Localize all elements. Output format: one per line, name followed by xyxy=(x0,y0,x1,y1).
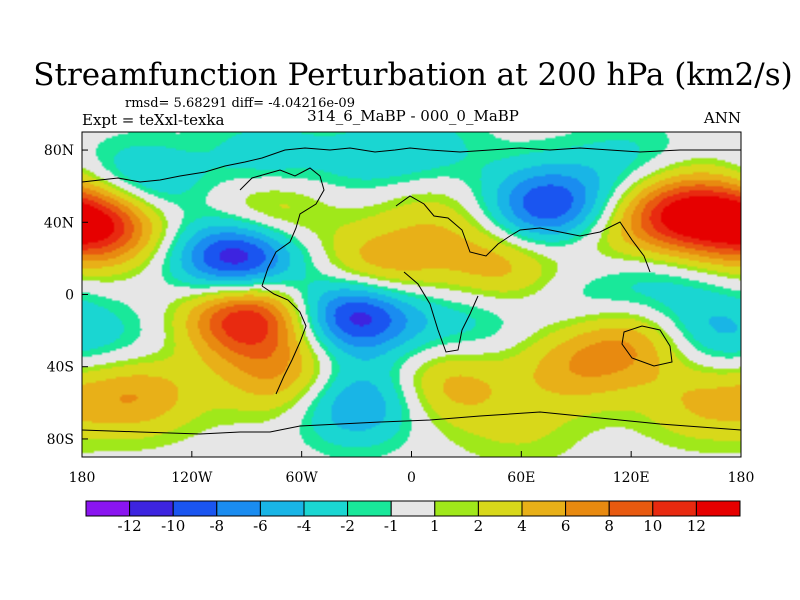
contour-field xyxy=(82,132,741,457)
colorbar-swatch xyxy=(303,500,349,517)
colorbar-swatch xyxy=(477,500,523,517)
colorbar-swatch xyxy=(129,500,174,517)
subtitle-right: ANN xyxy=(703,109,741,127)
colorbar-label: 6 xyxy=(561,517,571,535)
colorbar-swatch xyxy=(85,500,131,517)
y-tick-label: 0 xyxy=(65,288,74,304)
colorbar-label: -8 xyxy=(209,517,224,535)
colorbar-swatch xyxy=(390,500,436,517)
plot-area xyxy=(81,131,742,458)
colorbar-label: 12 xyxy=(687,517,706,535)
colorbar-swatch xyxy=(521,500,567,517)
colorbar-label: 2 xyxy=(474,517,484,535)
colorbar-label: -2 xyxy=(340,517,355,535)
colorbar-swatch xyxy=(172,500,218,517)
colorbar-swatch xyxy=(434,500,479,517)
subtitle-left: Expt = teXxl-texka xyxy=(82,111,225,129)
colorbar: -12 -10 -8 -6 -4 -2 -1 1 2 4 6 8 10 12 xyxy=(85,500,741,535)
colorbar-label: -6 xyxy=(253,517,268,535)
colorbar-label: -10 xyxy=(161,517,185,535)
y-tick-label: 80N xyxy=(44,143,74,159)
x-tick-label: 120W xyxy=(171,470,213,486)
colorbar-swatch xyxy=(608,500,654,517)
subtitle-center: 314_6_MaBP - 000_0_MaBP xyxy=(307,107,519,125)
colorbar-swatch xyxy=(565,500,610,517)
colorbar-label: 10 xyxy=(643,517,662,535)
y-tick-label: 40N xyxy=(44,215,74,231)
x-tick-label: 0 xyxy=(407,470,416,486)
colorbar-swatch xyxy=(652,500,697,517)
colorbar-label: 1 xyxy=(430,517,440,535)
colorbar-swatch xyxy=(695,500,741,517)
colorbar-label: -12 xyxy=(118,517,142,535)
x-tick-label: 60W xyxy=(286,470,319,486)
colorbar-label: 4 xyxy=(517,517,527,535)
colorbar-swatch xyxy=(347,500,392,517)
coastlines xyxy=(81,147,742,435)
y-tick-label: 40S xyxy=(47,360,74,376)
x-tick-label: 180 xyxy=(728,470,755,486)
colorbar-label: -4 xyxy=(297,517,312,535)
colorbar-swatch xyxy=(259,500,305,517)
x-axis: 180 120W 60W 0 60E 120E 180 xyxy=(69,451,755,486)
stats-text: rmsd= 5.68291 diff= -4.04216e-09 xyxy=(125,96,355,111)
x-tick-label: 120E xyxy=(613,470,650,486)
y-tick-label: 80S xyxy=(47,432,74,448)
x-tick-label: 60E xyxy=(507,470,535,486)
colorbar-swatch xyxy=(216,500,261,517)
colorbar-label: 8 xyxy=(604,517,614,535)
colorbar-label: -1 xyxy=(384,517,399,535)
chart-title: Streamfunction Perturbation at 200 hPa (… xyxy=(33,57,792,93)
y-axis: 80N 40N 0 40S 80S xyxy=(44,143,88,448)
x-tick-label: 180 xyxy=(69,470,96,486)
